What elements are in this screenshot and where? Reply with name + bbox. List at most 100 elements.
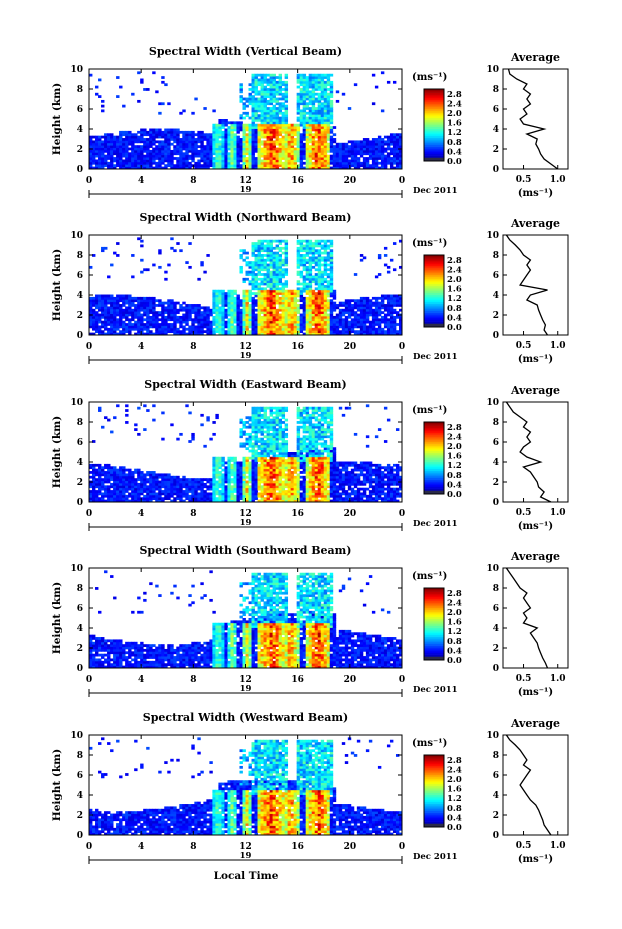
heatmap-cell — [167, 152, 171, 156]
heatmap-cell — [212, 327, 216, 331]
heatmap-cell — [89, 157, 93, 160]
heatmap-cell — [128, 468, 132, 472]
heatmap-cell — [200, 140, 204, 144]
heatmap-cell — [230, 296, 234, 300]
heatmap-cell — [230, 154, 234, 158]
heatmap-cell — [239, 88, 243, 91]
heatmap-cell — [323, 114, 328, 118]
heatmap-cell — [299, 244, 304, 248]
heatmap-cell — [161, 325, 165, 329]
heatmap-cell — [230, 149, 234, 153]
heatmap-cell — [389, 304, 394, 307]
heatmap-cell — [377, 149, 382, 153]
heatmap-cell — [239, 323, 243, 326]
heatmap-cell — [167, 128, 171, 132]
heatmap-cell — [146, 332, 150, 336]
heatmap-cell — [275, 289, 280, 293]
heatmap-cell — [137, 130, 141, 134]
heatmap-cell — [308, 128, 313, 132]
heatmap-cell — [305, 265, 310, 269]
heatmap-cell — [125, 149, 129, 153]
heatmap-cell — [305, 119, 310, 122]
heatmap-cell — [161, 437, 165, 441]
heatmap-cell — [113, 152, 117, 156]
heatmap-cell — [284, 327, 289, 331]
heatmap-cell — [176, 145, 180, 148]
heatmap-cell — [335, 325, 340, 329]
heatmap-cell — [218, 133, 222, 137]
heatmap-cell — [248, 308, 252, 312]
heatmap-cell — [365, 166, 370, 170]
heatmap-cell — [155, 492, 159, 496]
heatmap-cell — [227, 294, 231, 298]
heatmap-cell — [260, 107, 264, 110]
heatmap-cell — [242, 152, 246, 156]
heatmap-cell — [119, 497, 123, 501]
heatmap-cell — [326, 92, 331, 96]
heatmap-cell — [305, 273, 310, 276]
heatmap-cell — [251, 330, 255, 334]
colorbar-band — [424, 103, 444, 106]
heatmap-cell — [107, 494, 111, 498]
heatmap-cell — [119, 154, 123, 158]
heatmap-cell — [269, 83, 273, 87]
heatmap-cell — [101, 482, 105, 486]
heatmap-cell — [236, 325, 240, 329]
heatmap-cell — [329, 90, 334, 94]
heatmap-cell — [296, 294, 301, 298]
heatmap-cell — [101, 301, 105, 305]
heatmap-cell — [341, 323, 346, 326]
heatmap-cell — [323, 246, 328, 250]
heatmap-cell — [98, 306, 102, 310]
heatmap-cell — [356, 161, 361, 165]
heatmap-cell — [215, 320, 219, 324]
heatmap-cell — [227, 121, 231, 125]
heatmap-cell — [158, 128, 162, 132]
heatmap-cell — [317, 126, 322, 129]
heatmap-cell — [140, 154, 144, 158]
heatmap-cell — [326, 246, 331, 250]
heatmap-cell — [143, 482, 147, 486]
heatmap-cell — [311, 140, 316, 144]
heatmap-cell — [173, 145, 177, 148]
heatmap-cell — [101, 159, 105, 163]
heatmap-cell — [254, 149, 258, 153]
heatmap-cell — [134, 154, 138, 158]
heatmap-cell — [371, 142, 376, 146]
heatmap-cell — [125, 499, 129, 503]
x-tick-label: 20 — [344, 176, 357, 186]
heatmap-cell — [119, 311, 123, 314]
heatmap-cell — [227, 159, 231, 163]
heatmap-cell — [380, 330, 385, 334]
heatmap-cell — [320, 157, 325, 160]
heatmap-cell — [257, 265, 261, 269]
heatmap-cell — [212, 459, 216, 462]
heatmap-cell — [104, 487, 108, 491]
heatmap-cell — [377, 327, 382, 331]
heatmap-cell — [242, 251, 246, 255]
heatmap-cell — [218, 306, 222, 310]
heatmap-cell — [299, 142, 304, 146]
heatmap-cell — [110, 140, 114, 144]
heatmap-cell — [212, 138, 216, 141]
heatmap-cell — [335, 145, 340, 148]
heatmap-cell — [302, 299, 307, 303]
colorbar-band — [424, 125, 444, 128]
heatmap-cell — [260, 263, 264, 267]
heatmap-cell — [218, 154, 222, 158]
heatmap-cell — [311, 95, 316, 98]
heatmap-cell — [191, 320, 195, 324]
heatmap-cell — [125, 296, 129, 300]
heatmap-cell — [275, 308, 280, 312]
heatmap-cell — [101, 487, 105, 491]
heatmap-cell — [146, 157, 150, 160]
heatmap-cell — [95, 311, 99, 314]
colorbar-band — [424, 121, 444, 124]
heatmap-cell — [221, 140, 225, 144]
heatmap-cell — [344, 161, 349, 165]
heatmap-cell — [272, 116, 276, 120]
heatmap-cell — [161, 482, 165, 486]
heatmap-cell — [251, 99, 255, 103]
heatmap-cell — [140, 135, 144, 139]
heatmap-cell — [302, 149, 307, 153]
